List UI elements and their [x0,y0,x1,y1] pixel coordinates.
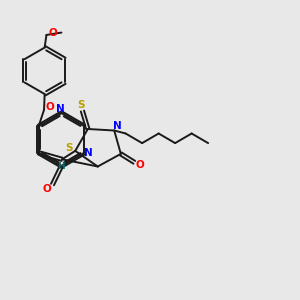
Text: N: N [84,148,92,158]
Text: O: O [46,102,54,112]
Text: O: O [136,160,145,170]
Text: O: O [49,28,57,38]
Text: N: N [113,121,122,131]
Text: S: S [77,100,85,110]
Text: S: S [65,143,72,153]
Text: H: H [57,162,64,171]
Text: N: N [56,104,64,114]
Text: O: O [42,184,51,194]
